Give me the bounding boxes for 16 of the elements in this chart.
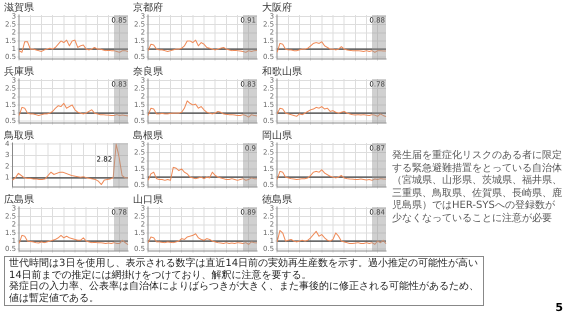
chart-title: 大阪府 xyxy=(262,2,292,14)
chart-title: 兵庫県 xyxy=(4,66,34,78)
chart-title: 島根県 xyxy=(133,130,163,142)
chart-title: 奈良県 xyxy=(133,66,163,78)
text: 発生届を重症化リスクのある者に限定する緊急避難措置をとっている自治体（宮城県、山形県、茨城県、福井県、三重県、鳥取県、佐賀県、長崎県、鹿児島県）ではHER-SYSへの登録数が少なくなっていることに注意が必要 xyxy=(392,150,563,225)
chart-title: 滋賀県 xyxy=(4,2,34,14)
chart-title: 和歌山県 xyxy=(262,66,302,78)
chart-title: 広島県 xyxy=(4,194,34,206)
text: 発症日の入力率、公表率は自治体によりばらつきが大きく、また事後的に修正される可能性があるため、値は暫定値である。 xyxy=(9,281,479,304)
chart-title: 京都府 xyxy=(133,2,163,14)
chart-title: 徳島県 xyxy=(262,194,292,206)
chart-title: 岡山県 xyxy=(262,130,292,142)
chart-title: 鳥取県 xyxy=(3,130,34,142)
chart-title: 山口県 xyxy=(133,194,163,206)
text: 5 xyxy=(555,301,563,314)
text: 世代時間は3日を使用し、表示される数字は直近14日前の実効再生産数を示す。過小推定の可能性が高い14日前までの推定には網掛けをつけており、解釈に注意を要する。 xyxy=(9,258,479,280)
